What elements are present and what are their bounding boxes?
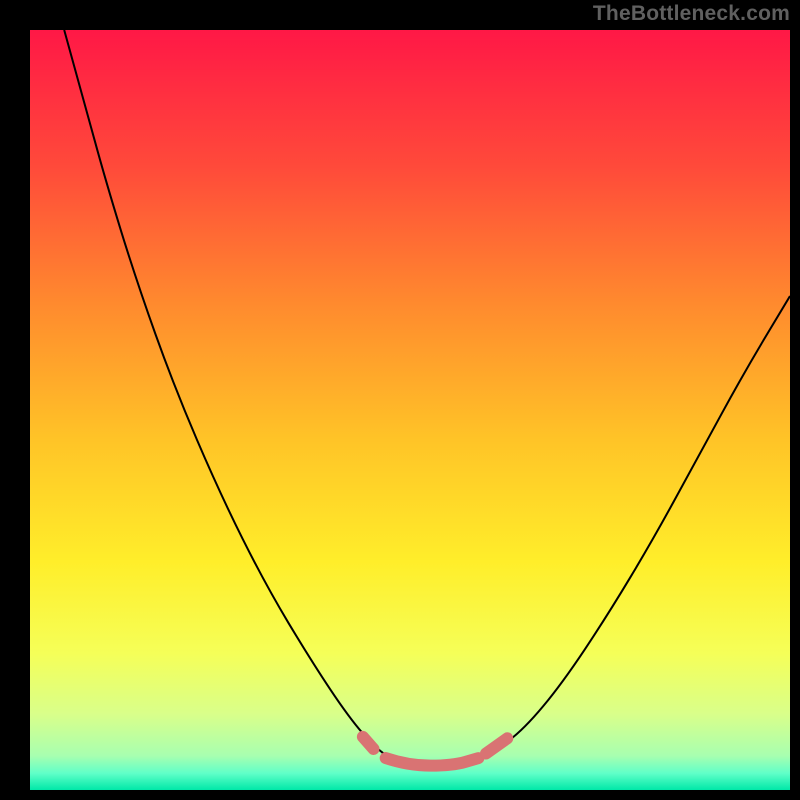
watermark-text: TheBottleneck.com <box>593 2 790 26</box>
canvas-root: TheBottleneck.com <box>0 0 800 800</box>
bottleneck-chart <box>30 30 790 790</box>
bottom-highlight-0 <box>363 737 374 749</box>
chart-background <box>30 30 790 790</box>
